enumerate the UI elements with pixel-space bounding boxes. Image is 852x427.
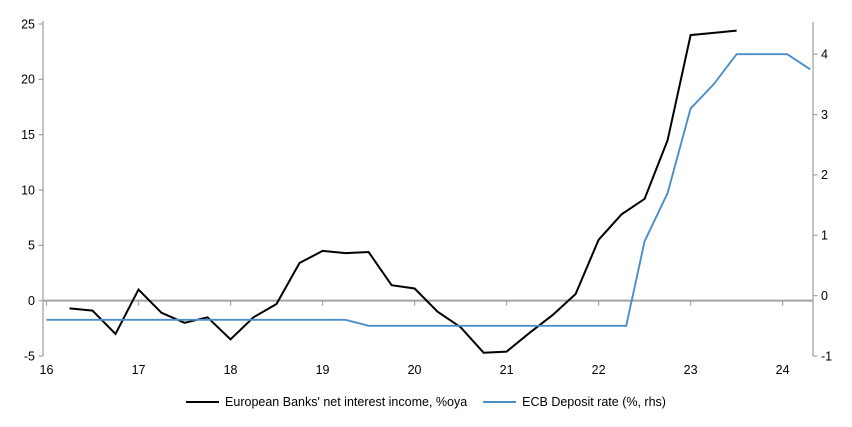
right-axis-tick-label: 0 <box>821 289 828 303</box>
x-axis-tick-label: 19 <box>316 363 330 377</box>
left-axis-tick-label: 20 <box>21 73 35 87</box>
x-axis-tick-label: 17 <box>132 363 146 377</box>
x-axis-tick-label: 21 <box>500 363 514 377</box>
series-line-1 <box>46 53 811 327</box>
x-axis-tick-label: 16 <box>40 363 54 377</box>
right-axis-tick-label: 2 <box>821 168 828 182</box>
right-axis-tick-label: 3 <box>821 108 828 122</box>
x-axis-tick-label: 24 <box>776 363 790 377</box>
series-line-0 <box>69 29 737 354</box>
left-axis-tick-label: 5 <box>28 239 35 253</box>
left-axis-tick-label: 0 <box>28 294 35 308</box>
black-line-swatch <box>186 401 220 403</box>
x-axis-tick-label: 23 <box>684 363 698 377</box>
legend-label-net-interest-income: European Banks' net interest income, %oy… <box>225 395 468 409</box>
x-axis-tick-label: 20 <box>408 363 422 377</box>
x-axis-tick-label: 18 <box>224 363 238 377</box>
legend-label-ecb-deposit-rate: ECB Deposit rate (%, rhs) <box>522 395 666 409</box>
right-axis-tick-label: 1 <box>821 229 828 243</box>
legend-item-ecb-deposit-rate: ECB Deposit rate (%, rhs) <box>483 395 666 409</box>
left-axis-tick-label: 15 <box>21 128 35 142</box>
legend: European Banks' net interest income, %oy… <box>0 395 852 409</box>
left-axis-tick-label: -5 <box>24 349 35 363</box>
blue-line-swatch <box>483 401 517 403</box>
x-axis-tick-label: 22 <box>592 363 606 377</box>
right-axis-tick-label: 4 <box>821 47 828 61</box>
legend-item-net-interest-income: European Banks' net interest income, %oy… <box>186 395 467 409</box>
left-axis-tick-label: 10 <box>21 183 35 197</box>
left-axis-tick-label: 25 <box>21 17 35 31</box>
right-axis-tick-label: -1 <box>821 349 832 363</box>
